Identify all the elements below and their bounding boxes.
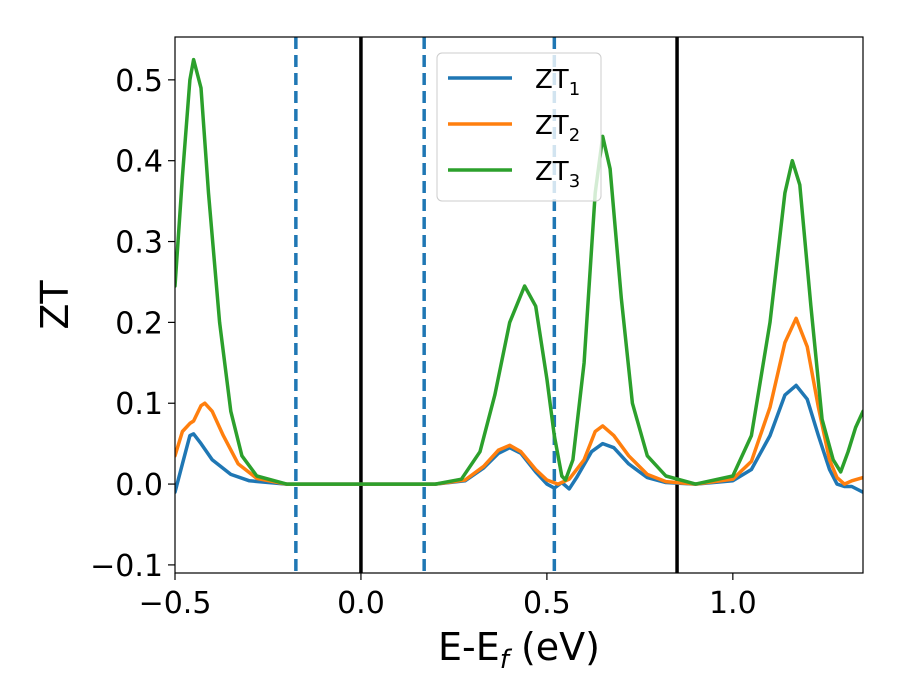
series-line-zt1: [175, 383, 863, 494]
legend-label-zt3: ZT3: [535, 157, 580, 192]
y-tick-label: 0.2: [115, 306, 163, 341]
y-tick-label: 0.3: [115, 226, 163, 261]
y-tick-label: 0.0: [115, 468, 163, 503]
plot-frame: [174, 36, 864, 574]
x-tick-label: 0.0: [337, 586, 385, 621]
y-tick-label: 0.1: [115, 387, 163, 422]
legend-label-zt2: ZT2: [535, 111, 580, 146]
series-lines: [175, 57, 863, 494]
x-tick-label: 0.5: [523, 586, 571, 621]
y-axis: −0.1 0.0 0.1 0.2 0.3 0.4 0.5: [90, 64, 175, 584]
y-axis-label: ZT: [33, 280, 77, 330]
x-axis: −0.5 0.0 0.5 1.0: [139, 573, 757, 621]
series-line-zt2: [175, 316, 863, 486]
x-tick-label: −0.5: [139, 586, 212, 621]
x-axis-label-main: E-E: [438, 625, 500, 669]
y-tick-label: −0.1: [90, 549, 163, 584]
x-axis-label-unit: (eV): [509, 625, 600, 669]
y-tick-label: 0.5: [115, 64, 163, 99]
legend: ZT1 ZT2 ZT3: [436, 52, 602, 202]
y-tick-label: 0.4: [115, 145, 163, 180]
x-axis-label: E-Ef (eV): [438, 625, 600, 675]
legend-label-zt1: ZT1: [535, 65, 580, 100]
legend-box: [436, 52, 602, 202]
x-tick-label: 1.0: [709, 586, 757, 621]
series-line-zt3: [175, 57, 863, 486]
